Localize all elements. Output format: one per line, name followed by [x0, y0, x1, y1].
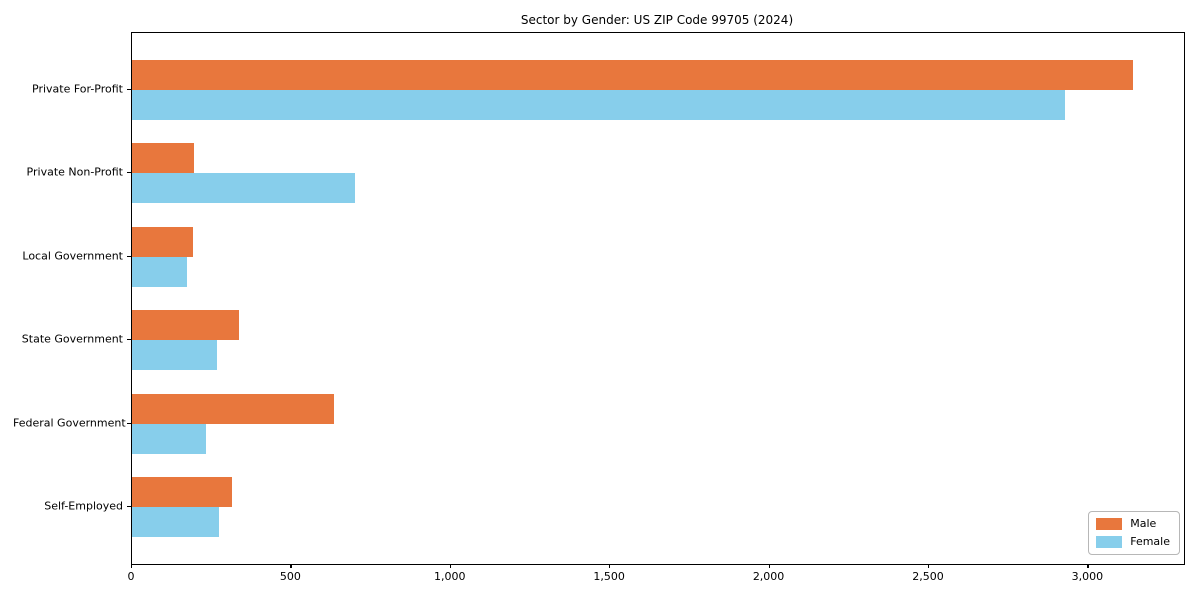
bar-male-federal-government: [132, 393, 334, 424]
category-label-private-for-profit: Private For-Profit: [32, 82, 123, 95]
bar-male-state-government: [132, 310, 240, 340]
bar-male-self-employed: [132, 477, 233, 507]
y-tick-mark: [127, 339, 131, 341]
bar-male-private-for-profit: [132, 59, 1133, 90]
x-tick-label-2000: 2,000: [752, 570, 785, 583]
bar-male-local-government: [132, 226, 193, 257]
x-tick-label-500: 500: [279, 570, 301, 583]
bar-female-local-government: [132, 256, 187, 287]
x-tick-label-1000: 1,000: [434, 570, 466, 583]
x-tick-label-0: 0: [127, 570, 135, 583]
y-tick-mark: [127, 88, 131, 90]
legend-label-female: Female: [1130, 535, 1170, 548]
bar-female-private-for-profit: [132, 89, 1066, 120]
bar-female-private-non-profit: [132, 173, 356, 203]
legend-item-female: Female: [1096, 536, 1170, 548]
legend-label-male: Male: [1130, 517, 1157, 530]
x-tick-mark: [1087, 564, 1089, 568]
x-tick-mark: [927, 564, 930, 568]
bar-female-self-employed: [132, 507, 219, 537]
x-tick-mark: [131, 564, 133, 568]
category-label-state-government: State Government: [21, 332, 123, 346]
bar-female-state-government: [132, 340, 217, 370]
y-tick-mark: [127, 506, 131, 508]
x-tick-label-2500: 2,500: [912, 570, 944, 583]
x-tick-mark: [290, 564, 292, 568]
x-tick-mark: [609, 564, 611, 568]
category-label-local-government: Local Government: [22, 249, 123, 262]
y-tick-mark: [127, 255, 131, 257]
category-label-federal-government: Federal Government: [13, 416, 126, 429]
chart-title: Sector by Gender: US ZIP Code 99705 (202…: [520, 13, 794, 27]
x-tick-mark: [768, 564, 770, 568]
x-tick-label-3000: 3,000: [1071, 570, 1104, 583]
plot-area: Male Female: [131, 32, 1185, 565]
bar-female-federal-government: [132, 423, 206, 454]
legend-swatch-male-icon: [1096, 518, 1123, 530]
bar-male-private-non-profit: [132, 143, 194, 173]
category-label-private-non-profit: Private Non-Profit: [26, 165, 123, 179]
legend-swatch-female-icon: [1096, 536, 1123, 548]
y-tick-mark: [127, 422, 131, 424]
x-tick-mark: [449, 564, 451, 568]
legend: Male Female: [1088, 511, 1180, 555]
category-label-self-employed: Self-Employed: [44, 499, 123, 513]
legend-item-male: Male: [1096, 518, 1170, 530]
y-tick-mark: [127, 172, 131, 174]
x-tick-label-1500: 1,500: [593, 570, 625, 583]
